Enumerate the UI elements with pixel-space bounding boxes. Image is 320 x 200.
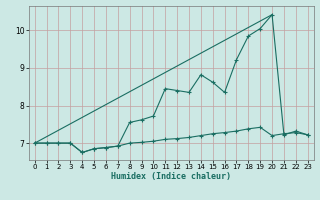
X-axis label: Humidex (Indice chaleur): Humidex (Indice chaleur) <box>111 172 231 181</box>
